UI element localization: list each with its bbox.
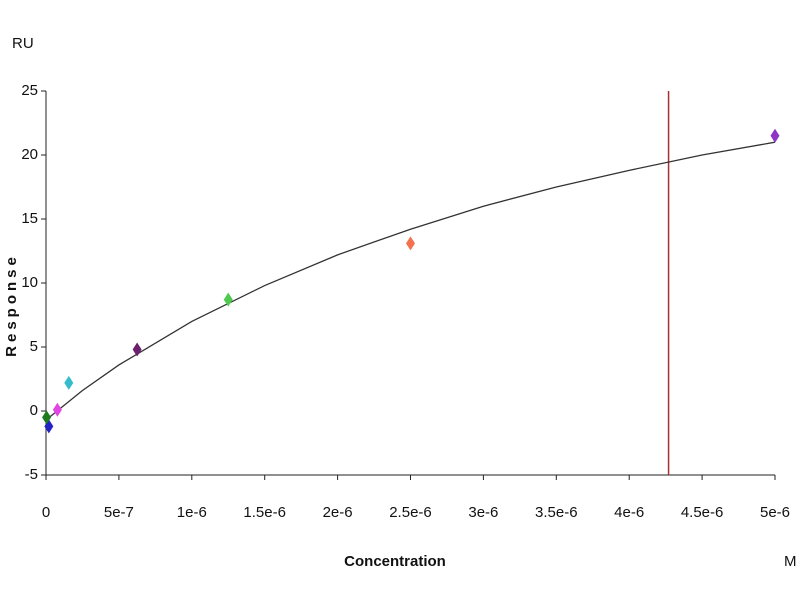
y-tick-label: 25 [21,82,38,99]
x-tick-label: 4.5e-6 [681,504,724,521]
x-tick-label: 3e-6 [468,504,498,521]
x-tick-label: 1.5e-6 [243,504,286,521]
x-tick-label: 2.5e-6 [389,504,432,521]
x-tick-label: 5e-7 [104,504,134,521]
x-tick-label: 2e-6 [323,504,353,521]
x-tick-label: 1e-6 [177,504,207,521]
y-axis-label: Response [3,253,20,357]
y-tick-label: -5 [25,466,38,483]
y-tick-label: 0 [30,402,38,419]
x-tick-label: 3.5e-6 [535,504,578,521]
data-point [42,410,52,425]
y-tick-label: 10 [21,274,38,291]
fit-curve [45,141,776,421]
data-point [52,402,62,417]
x-unit: M [784,553,797,570]
data-point [132,342,142,357]
x-axis-label: Concentration [344,553,446,570]
y-tick-label: 5 [30,338,38,355]
y-unit: RU [12,35,34,52]
x-tick-label: 0 [42,504,50,521]
x-tick-label: 5e-6 [760,504,790,521]
data-point [406,236,415,251]
y-tick-label: 20 [21,146,38,163]
data-point [770,128,780,143]
y-tick-label: 15 [21,210,38,227]
data-point [223,292,233,307]
data-point [64,375,74,390]
x-tick-label: 4e-6 [614,504,644,521]
